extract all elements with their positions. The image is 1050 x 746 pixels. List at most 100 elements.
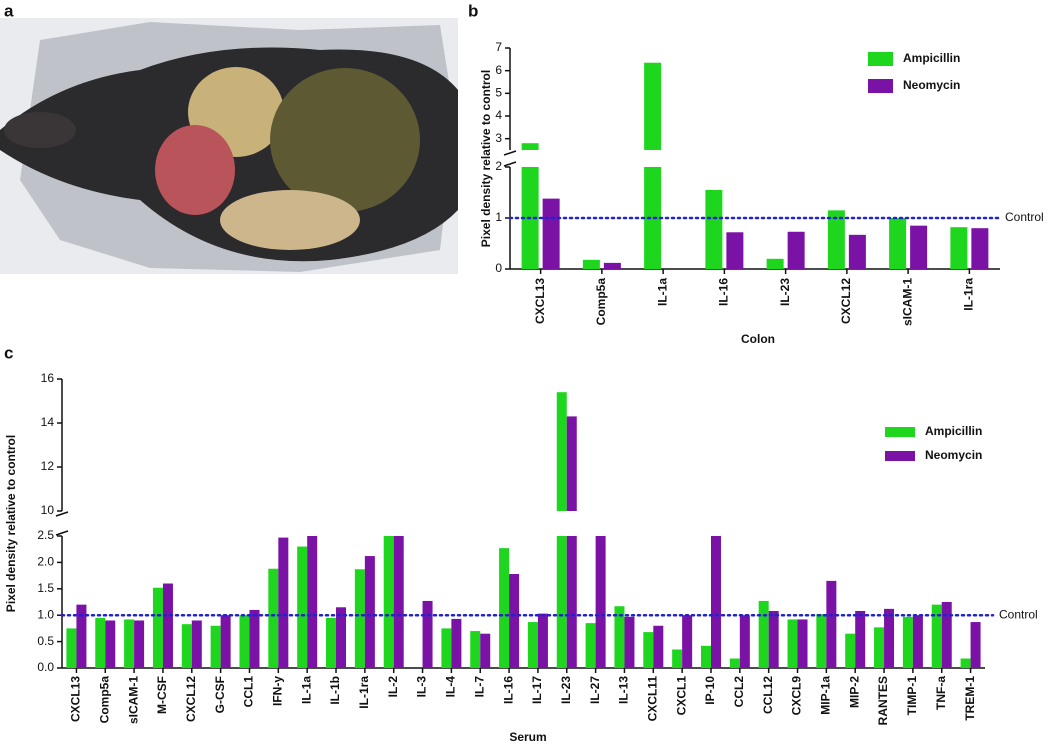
bar <box>364 556 375 668</box>
bar <box>710 536 721 668</box>
bar <box>537 613 548 668</box>
legend-swatch <box>885 451 915 461</box>
bar <box>729 658 740 668</box>
bar <box>884 608 895 668</box>
bar <box>912 615 923 668</box>
bar <box>336 607 347 668</box>
legend-label: Ampicillin <box>925 424 982 438</box>
bar <box>152 587 163 668</box>
bar <box>220 615 231 668</box>
bar <box>595 536 606 668</box>
bar <box>787 619 798 668</box>
x-tick-label: IL-1a <box>299 676 313 704</box>
x-tick-label: CXCL12 <box>184 676 198 722</box>
y-tick-label: 1 <box>495 210 502 224</box>
bar <box>210 625 221 668</box>
bar <box>614 606 625 668</box>
x-tick-label: CCL2 <box>732 676 746 708</box>
x-tick-label: Comp5a <box>97 676 111 724</box>
y-tick-label: 5 <box>495 86 502 100</box>
y-tick-label: 2.5 <box>37 528 54 542</box>
bar <box>797 619 808 668</box>
x-tick-label: MIP-2 <box>847 676 861 708</box>
bar <box>451 618 462 668</box>
bar <box>827 210 845 269</box>
photo-head <box>4 112 76 148</box>
bar <box>960 658 971 668</box>
x-tick-label: IL-16 <box>717 278 731 306</box>
x-tick-label: IL-23 <box>778 278 792 306</box>
bar <box>566 536 577 668</box>
bar <box>162 583 173 668</box>
bar <box>682 615 693 668</box>
x-tick-label: CXCL11 <box>645 676 659 722</box>
x-tick-label: CXCL13 <box>533 278 547 324</box>
axis-break <box>55 530 69 536</box>
x-axis-title: Serum <box>509 730 546 744</box>
reference-label: Control <box>1005 210 1044 224</box>
bar <box>582 259 600 269</box>
axis-break <box>503 161 517 167</box>
bar <box>499 548 510 668</box>
y-tick-label: 1.5 <box>37 581 54 595</box>
bar <box>941 602 952 668</box>
bar <box>889 218 907 269</box>
y-tick-label: 16 <box>41 371 55 385</box>
y-tick-label: 10 <box>41 503 55 517</box>
bar <box>134 620 145 668</box>
x-axis-title: Colon <box>741 332 775 346</box>
bar <box>653 625 664 668</box>
x-tick-label: Comp5a <box>594 278 608 326</box>
x-tick-label: IL-7 <box>472 676 486 698</box>
x-tick-label: CXCL12 <box>839 278 853 324</box>
bar <box>971 228 989 269</box>
x-tick-label: TIMP-1 <box>905 676 919 716</box>
axis-break <box>55 511 69 517</box>
bar <box>848 234 866 269</box>
x-tick-label: sICAM-1 <box>900 278 914 326</box>
bar <box>758 600 769 668</box>
bar <box>672 649 683 668</box>
x-tick-label: IL-13 <box>617 676 631 704</box>
x-tick-label: CXCL1 <box>674 676 688 716</box>
photo <box>0 18 458 274</box>
x-tick-label: IP-10 <box>703 676 717 705</box>
bar <box>124 619 135 668</box>
legend-swatch <box>868 52 893 66</box>
bar <box>66 628 77 668</box>
bar <box>480 633 491 668</box>
bar <box>509 574 520 668</box>
legend-label: Neomycin <box>925 448 982 462</box>
legend-label: Neomycin <box>903 78 960 92</box>
photo-tissue <box>155 125 235 215</box>
x-tick-label: IFN-y <box>271 676 285 706</box>
bar <box>855 610 866 668</box>
x-tick-label: RANTES <box>876 676 890 725</box>
bar <box>766 258 784 269</box>
y-tick-label: 0.5 <box>37 634 54 648</box>
bar <box>105 620 116 668</box>
bar <box>354 569 365 668</box>
x-tick-label: IL-3 <box>415 676 429 698</box>
bar <box>931 604 942 668</box>
bar <box>527 622 538 668</box>
panel-label: a <box>4 1 14 20</box>
bar <box>393 536 404 668</box>
x-tick-label: IL-17 <box>530 676 544 704</box>
bar <box>556 392 567 511</box>
bar <box>644 167 662 269</box>
y-tick-label: 0 <box>495 261 502 275</box>
y-tick-label: 7 <box>495 40 502 54</box>
x-tick-label: IL-4 <box>444 676 458 698</box>
panel-label: c <box>4 343 13 362</box>
bar <box>585 623 596 668</box>
y-tick-label: 12 <box>41 459 55 473</box>
y-tick-label: 1.0 <box>37 607 54 621</box>
x-tick-label: IL-23 <box>559 676 573 704</box>
bar <box>845 633 856 668</box>
bar <box>787 231 805 269</box>
bar <box>739 615 750 668</box>
bar <box>383 536 394 668</box>
legend-swatch <box>885 427 915 437</box>
x-tick-label: G-CSF <box>213 676 227 713</box>
